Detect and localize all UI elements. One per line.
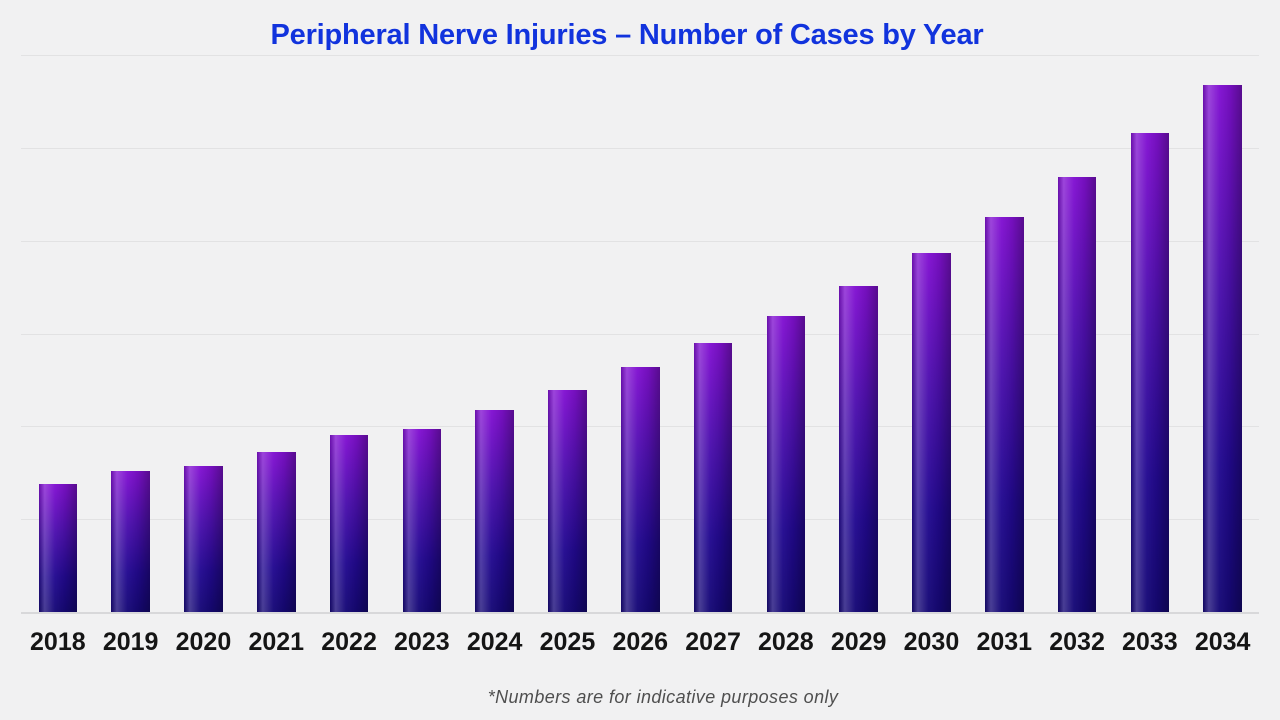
bar-2027 (693, 342, 733, 613)
bar-2024 (475, 409, 514, 613)
footnote: *Numbers are for indicative purposes onl… (487, 687, 839, 707)
plot-area (21, 55, 1259, 614)
x-axis-label-2034: 2034 (1194, 628, 1251, 656)
x-axis-label-2025: 2025 (539, 628, 596, 656)
x-axis-label-2027: 2027 (685, 628, 741, 656)
bar-2033 (1130, 133, 1170, 613)
bar-2018 (38, 483, 78, 613)
x-axis-label-2018: 2018 (30, 628, 86, 656)
bar-2029 (839, 286, 878, 613)
gridline (21, 55, 1259, 56)
x-axis-label-2032: 2032 (1049, 628, 1105, 656)
x-axis-label-2019: 2019 (102, 628, 159, 656)
x-axis-label-2022: 2022 (321, 628, 377, 656)
x-axis-baseline (21, 612, 1259, 614)
bar-2023 (402, 429, 442, 613)
x-axis-label-2024: 2024 (466, 628, 523, 656)
bar-2020 (184, 466, 223, 613)
x-axis-label-2030: 2030 (903, 628, 960, 656)
bar-2030 (912, 252, 951, 613)
bar-2026 (621, 367, 660, 613)
bar-2028 (766, 315, 806, 613)
bar-2034 (1203, 84, 1242, 613)
gridline (21, 333, 1259, 335)
x-axis-label-2031: 2031 (976, 628, 1033, 656)
chart-title: Peripheral Nerve Injuries – Number of Ca… (270, 19, 984, 51)
x-axis-label-2033: 2033 (1122, 628, 1178, 656)
x-axis-label-2023: 2023 (394, 628, 450, 656)
gridline (21, 147, 1259, 149)
x-axis-label-2026: 2026 (612, 628, 669, 656)
bar-2022 (329, 434, 369, 613)
bar-2032 (1057, 176, 1097, 613)
gridline (21, 240, 1259, 242)
bar-2025 (548, 390, 587, 613)
bar-2019 (111, 470, 150, 613)
x-axis-label-2021: 2021 (248, 628, 305, 656)
bar-2031 (985, 216, 1024, 613)
x-axis-label-2020: 2020 (175, 628, 232, 656)
bar-2021 (257, 452, 296, 613)
x-axis-label-2028: 2028 (758, 628, 814, 656)
x-axis-label-2029: 2029 (830, 628, 887, 656)
